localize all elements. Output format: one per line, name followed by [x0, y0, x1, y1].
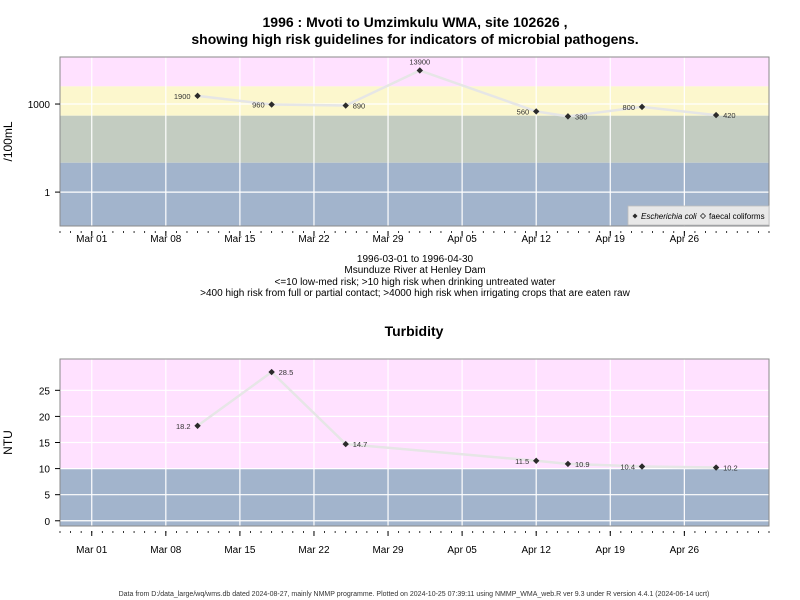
- chart2-data-label: 14.7: [353, 440, 368, 449]
- chart2-data-point: [342, 440, 349, 448]
- chart1-data-point: [416, 67, 423, 74]
- chart1-legend-marker-faecal: [699, 212, 707, 220]
- chart2-ytick-label: 15: [39, 439, 51, 450]
- chart2-data-label: 10.2: [723, 464, 738, 473]
- chart2-data-label: 11.5: [515, 457, 529, 466]
- chart1-data-label: 560: [517, 107, 530, 116]
- chart2-ytick-label: 10: [39, 465, 51, 476]
- chart1-data-point: [638, 103, 646, 111]
- chart2-xtick-label: Apr 26: [670, 545, 700, 556]
- chart2-data-point: [268, 368, 275, 376]
- chart1-legend-marker-ecoli: [632, 213, 638, 219]
- chart1-data-label: 420: [723, 111, 736, 120]
- chart1-title-line1: 1996 : Mvoti to Umzimkulu WMA, site 1026…: [263, 14, 568, 30]
- chart1-xtick-label: Mar 08: [150, 234, 182, 245]
- chart1-frame: [59, 56, 770, 227]
- chart2-data-point: [194, 422, 201, 429]
- chart2-data-label: 10.9: [575, 460, 590, 469]
- chart2-xtick-label: Apr 05: [447, 545, 477, 556]
- footer-note: Data from D:/data_large/wq/wms.db dated …: [119, 591, 710, 598]
- chart1-subtitle-date-range: 1996-03-01 to 1996-04-30: [357, 254, 474, 265]
- chart1-legend-label-faecal: faecal coliforms: [709, 212, 765, 221]
- chart1-data-point: [342, 102, 349, 109]
- chart2-xtick-label: Mar 01: [76, 545, 108, 556]
- chart1-data-label: 800: [622, 103, 635, 112]
- chart2-xtick-label: Mar 29: [372, 545, 404, 556]
- chart1-xtick-label: Apr 26: [670, 234, 700, 245]
- chart1-band-greygreen: [60, 115, 769, 163]
- chart2-data-point: [564, 460, 572, 468]
- chart1-band-yellow: [60, 86, 769, 116]
- chart2-ytick-label: 20: [39, 412, 51, 423]
- chart1-ytick-label: 1000: [28, 100, 51, 111]
- chart2-data-point: [532, 457, 540, 464]
- chart1-legend-box: [627, 205, 770, 226]
- chart1-xtick-label: Apr 19: [596, 234, 626, 245]
- chart1-subtitle-site: Msunduze River at Henley Dam: [344, 265, 485, 276]
- chart1-data-label: 960: [252, 101, 265, 110]
- chart2-data-point: [712, 464, 720, 471]
- chart1-data-point: [564, 113, 572, 120]
- chart1-data-point: [532, 108, 540, 115]
- chart2-data-point: [638, 463, 646, 470]
- chart2-title: Turbidity: [385, 323, 444, 339]
- chart2-xtick-label: Apr 12: [521, 545, 551, 556]
- chart2-xtick-label: Mar 15: [224, 545, 256, 556]
- chart2-ytick-label: 25: [39, 386, 51, 397]
- chart2-ylabel: NTU: [1, 430, 15, 455]
- chart2-xtick-label: Apr 19: [596, 545, 626, 556]
- chart2-ytick-label: 0: [44, 517, 50, 528]
- chart1-ytick-label: 1: [44, 188, 50, 199]
- chart1-xtick-label: Apr 05: [447, 234, 477, 245]
- chart2-plot-area: 0 5 10 15 20 25 NTU Mar 01 Mar 08 Mar 15 Mar 22 Mar…: [1, 358, 770, 556]
- chart1-xtick-label: Mar 01: [76, 234, 108, 245]
- chart2-band-blue: [60, 468, 769, 526]
- chart1-xtick-label: Mar 22: [298, 234, 330, 245]
- chart2-ytick-label: 5: [44, 491, 50, 502]
- chart1-ylabel: /100mL: [1, 121, 15, 161]
- chart2-xtick-label: Mar 08: [150, 545, 182, 556]
- chart1-legend-label-ecoli: Escherichia coli: [641, 212, 697, 221]
- chart1-data-label: 380: [575, 112, 588, 121]
- chart1-xtick-label: Mar 15: [224, 234, 256, 245]
- chart1-xtick-label: Apr 12: [521, 234, 551, 245]
- chart1-data-label: 1900: [174, 92, 191, 101]
- chart2-data-label: 28.5: [279, 368, 294, 377]
- chart2-data-label: 10.4: [620, 463, 635, 472]
- chart1-title-line2: showing high risk guidelines for indicat…: [191, 31, 638, 47]
- chart1-data-label: 13900: [409, 57, 430, 66]
- chart1-subtitle-drinking-guideline: <=10 low-med risk; >10 high risk when dr…: [275, 277, 557, 288]
- chart1-data-label: 890: [353, 102, 366, 111]
- chart1-data-point: [268, 101, 275, 108]
- chart2-xtick-label: Mar 22: [298, 545, 330, 556]
- chart1-series-line: [197, 69, 717, 118]
- chart1-data-point: [194, 92, 201, 100]
- chart1-plot-area: 1 1000/100mL Mar 01 Mar 08 Mar 15 Mar 22 Mar 2…: [1, 56, 770, 245]
- chart1-data-point: [712, 111, 720, 119]
- chart1-xtick-label: Mar 29: [372, 234, 404, 245]
- chart1-subtitle-contact-guideline: >400 high risk from full or partial cont…: [200, 288, 630, 299]
- chart2-data-label: 18.2: [176, 422, 191, 431]
